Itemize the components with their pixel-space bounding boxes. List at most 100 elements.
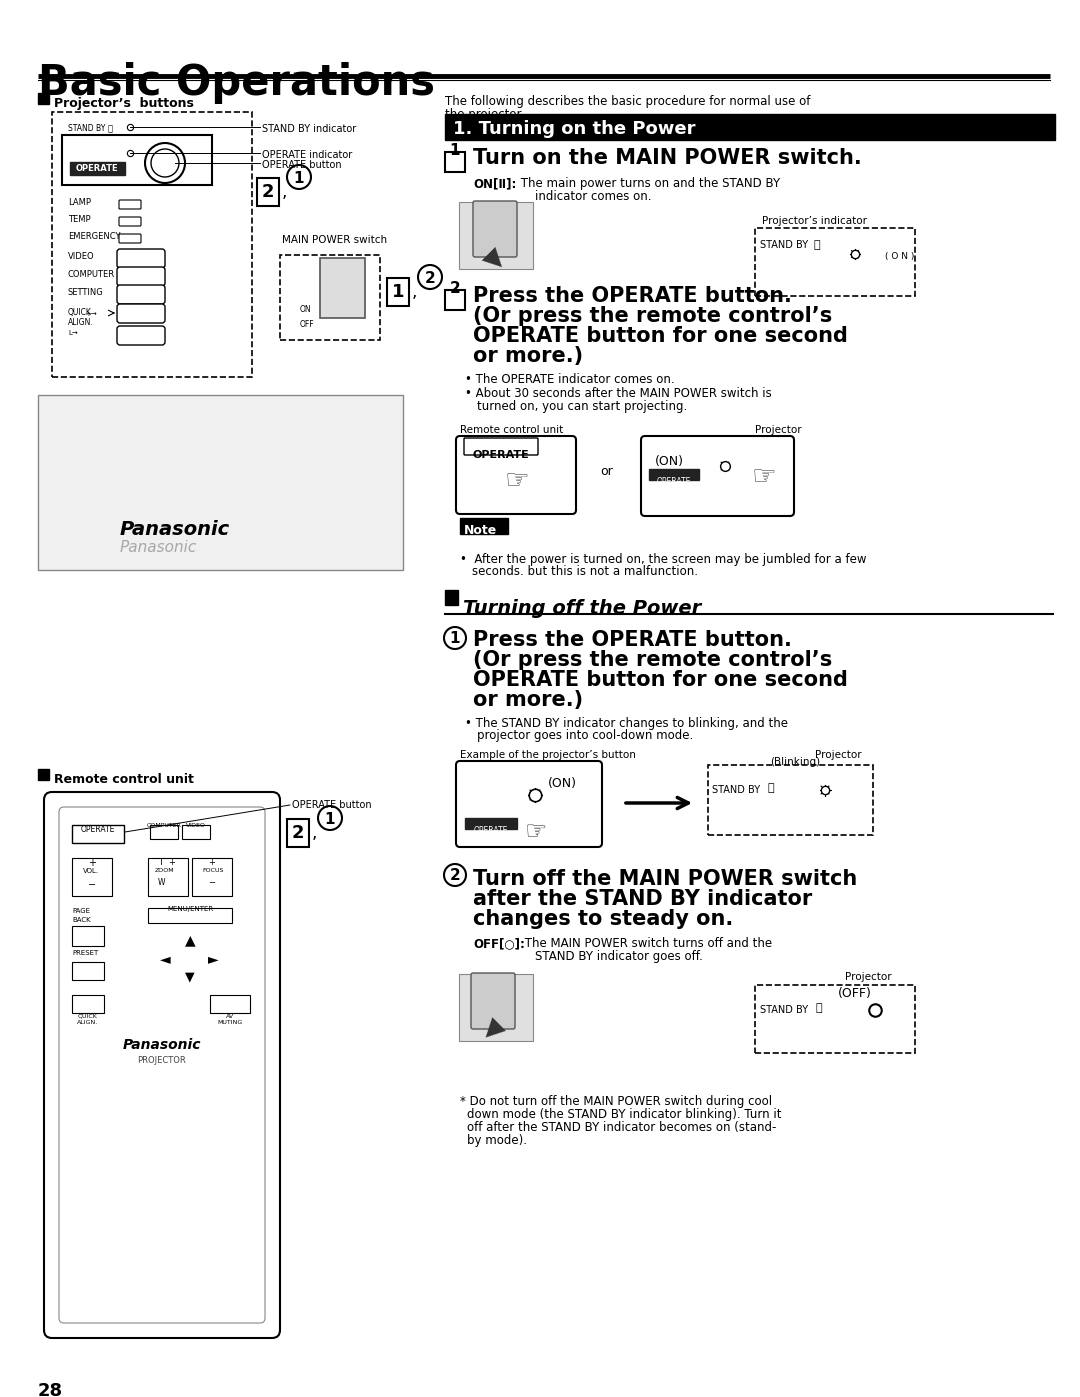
Bar	[62, 136, 212, 184]
Text: or more.): or more.)	[473, 346, 583, 366]
Text: ALIGN.: ALIGN.	[68, 319, 94, 327]
Bar	[708, 766, 873, 835]
Circle shape	[151, 149, 179, 177]
Circle shape	[145, 142, 185, 183]
Text: +: +	[168, 858, 175, 868]
Text: Press the OPERATE button.: Press the OPERATE button.	[473, 630, 792, 650]
Text: OPERATE: OPERATE	[474, 826, 509, 835]
Text: down mode (the STAND BY indicator blinking). Turn it: down mode (the STAND BY indicator blinki…	[467, 1108, 782, 1120]
Text: +: +	[87, 858, 96, 868]
Text: SETTING: SETTING	[68, 288, 104, 298]
Bar	[52, 112, 252, 377]
Text: Example of the projector’s button: Example of the projector’s button	[460, 750, 636, 760]
Bar	[192, 858, 232, 895]
Text: Projector’s  buttons: Projector’s buttons	[54, 96, 194, 110]
Circle shape	[418, 265, 442, 289]
Text: T: T	[158, 858, 163, 868]
Text: 1: 1	[449, 631, 460, 645]
Text: VIDEO: VIDEO	[186, 823, 206, 828]
Text: ⏻: ⏻	[813, 240, 820, 250]
Text: 1: 1	[325, 812, 335, 827]
Text: BACK: BACK	[72, 916, 91, 923]
Text: COMPUTER: COMPUTER	[68, 270, 116, 279]
Text: ,: ,	[411, 284, 417, 300]
Bar	[465, 819, 517, 828]
Bar	[755, 228, 915, 296]
Text: −: −	[87, 880, 96, 890]
Text: PRESET: PRESET	[72, 950, 98, 956]
Text: 2: 2	[449, 281, 460, 296]
Text: Panasonic: Panasonic	[123, 1038, 201, 1052]
Text: turned on, you can start projecting.: turned on, you can start projecting.	[477, 400, 687, 414]
Text: MENU/ENTER: MENU/ENTER	[167, 907, 213, 912]
Bar	[148, 858, 188, 895]
Text: Note: Note	[464, 524, 497, 536]
Text: 1: 1	[449, 142, 460, 158]
Text: • The STAND BY indicator changes to blinking, and the: • The STAND BY indicator changes to blin…	[465, 717, 788, 731]
FancyBboxPatch shape	[44, 792, 280, 1338]
Text: 2: 2	[449, 868, 460, 883]
Text: +: +	[208, 858, 215, 868]
Text: The following describes the basic procedure for normal use of: The following describes the basic proced…	[445, 95, 810, 108]
Text: ◀: ◀	[477, 1016, 509, 1045]
FancyBboxPatch shape	[642, 436, 794, 515]
Bar	[755, 985, 915, 1053]
Text: COMPUTER: COMPUTER	[147, 823, 181, 828]
Text: •  After the power is turned on, the screen may be jumbled for a few: • After the power is turned on, the scre…	[460, 553, 866, 566]
Text: STAND BY indicator goes off.: STAND BY indicator goes off.	[535, 950, 703, 963]
Text: Turn on the MAIN POWER switch.: Turn on the MAIN POWER switch.	[473, 148, 862, 168]
Bar	[70, 162, 125, 175]
Text: OPERATE button: OPERATE button	[292, 800, 372, 810]
Text: (OFF): (OFF)	[838, 988, 872, 1000]
Text: ON[Ⅱ]:: ON[Ⅱ]:	[473, 177, 516, 190]
Text: LAMP: LAMP	[68, 198, 91, 207]
Text: 2: 2	[424, 271, 435, 286]
Text: QUICK: QUICK	[68, 307, 92, 317]
Bar	[280, 256, 380, 339]
Text: PROJECTOR: PROJECTOR	[137, 1056, 187, 1065]
Text: or: or	[600, 465, 612, 478]
Text: • The OPERATE indicator comes on.: • The OPERATE indicator comes on.	[465, 373, 675, 386]
Text: OPERATE button: OPERATE button	[262, 161, 341, 170]
Text: Panasonic: Panasonic	[120, 541, 198, 555]
Bar	[445, 291, 465, 310]
Text: Projector: Projector	[755, 425, 801, 434]
Text: FOCUS: FOCUS	[202, 868, 224, 873]
Text: STAND BY: STAND BY	[68, 124, 106, 133]
Text: OFF: OFF	[300, 320, 314, 330]
Text: OPERATE button for one second: OPERATE button for one second	[473, 671, 848, 690]
Text: projector goes into cool-down mode.: projector goes into cool-down mode.	[477, 729, 693, 742]
Text: ▲: ▲	[185, 933, 195, 947]
Text: STAND BY indicator: STAND BY indicator	[262, 124, 356, 134]
Text: 2: 2	[262, 183, 274, 201]
Text: The MAIN POWER switch turns off and the: The MAIN POWER switch turns off and the	[521, 937, 772, 950]
Bar	[38, 768, 49, 780]
Text: or more.): or more.)	[473, 690, 583, 710]
Text: 1: 1	[392, 284, 405, 300]
Text: STAND BY: STAND BY	[712, 785, 760, 795]
Text: (ON): (ON)	[654, 455, 684, 468]
Text: ,: ,	[312, 824, 318, 842]
Text: ⏻: ⏻	[815, 1003, 822, 1013]
FancyBboxPatch shape	[456, 436, 576, 514]
Text: after the STAND BY indicator: after the STAND BY indicator	[473, 888, 812, 909]
Text: 2: 2	[292, 824, 305, 842]
FancyBboxPatch shape	[119, 235, 141, 243]
FancyBboxPatch shape	[59, 807, 265, 1323]
Text: PAGE: PAGE	[72, 908, 90, 914]
Text: 1: 1	[294, 170, 305, 186]
Text: by mode).: by mode).	[467, 1134, 527, 1147]
Text: changes to steady on.: changes to steady on.	[473, 909, 733, 929]
Text: (Or press the remote control’s: (Or press the remote control’s	[473, 306, 833, 326]
FancyBboxPatch shape	[471, 972, 515, 1030]
Text: EMERGENCY: EMERGENCY	[68, 232, 121, 242]
Text: Projector: Projector	[815, 750, 862, 760]
Text: (Or press the remote control’s: (Or press the remote control’s	[473, 650, 833, 671]
Bar	[320, 258, 365, 319]
Circle shape	[318, 806, 342, 830]
Text: ►: ►	[207, 951, 218, 965]
FancyBboxPatch shape	[117, 285, 165, 305]
Text: ☞: ☞	[525, 820, 548, 844]
Text: W: W	[158, 877, 165, 887]
Bar	[649, 469, 699, 481]
